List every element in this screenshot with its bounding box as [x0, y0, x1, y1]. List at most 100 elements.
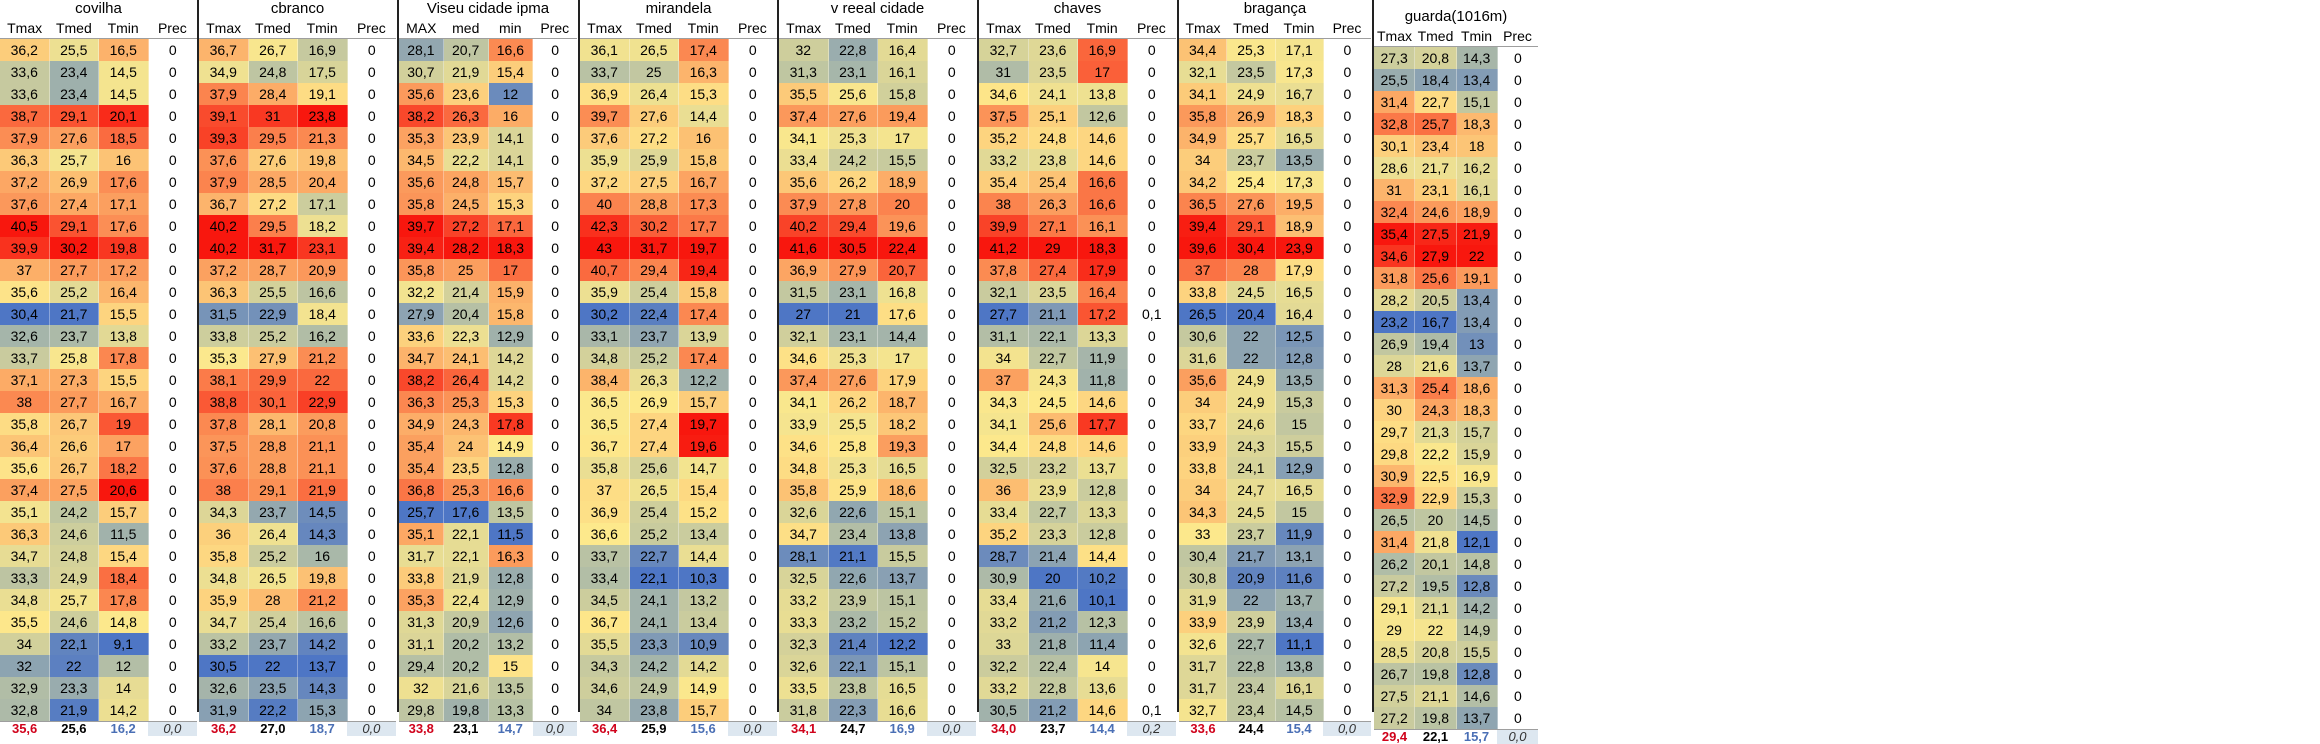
summary-cell: 15,7: [1463, 729, 1490, 744]
temp-cell: 29: [1028, 237, 1078, 259]
temp-cell: 21,1: [298, 435, 348, 457]
temp-cell: 17,9: [1078, 259, 1128, 281]
table-row: 33,2 23,8 14,6 0: [979, 149, 1176, 171]
prec-cell: 0: [1323, 193, 1371, 215]
temp-cell: 25,4: [629, 281, 679, 303]
temp-cell: 24,2: [828, 149, 878, 171]
temp-cell: 21: [828, 303, 878, 325]
prec-cell: 0: [1127, 501, 1176, 523]
prec-cell: 0: [927, 369, 976, 391]
prec-cell: 0: [1497, 201, 1538, 223]
temp-cell: 23,7: [49, 325, 99, 347]
prec-cell: 0: [148, 413, 197, 435]
temp-cell: 35,6: [1179, 369, 1228, 391]
temp-cell: 32: [0, 655, 50, 677]
prec-cell: 0: [533, 39, 577, 61]
table-row: 33,8 21,9 12,8 0: [399, 567, 577, 589]
temp-cell: 14,3: [1456, 47, 1498, 69]
temp-cell: 24,6: [1227, 413, 1276, 435]
prec-cell: 0: [1497, 311, 1538, 333]
prec-cell: 0: [148, 545, 197, 567]
temp-cell: 29,5: [248, 215, 298, 237]
temp-cell: 24,1: [443, 347, 489, 369]
temp-cell: 15,1: [1456, 91, 1498, 113]
table-row: 35,6 26,7 18,2 0: [0, 457, 197, 479]
temp-cell: 31,3: [1374, 377, 1416, 399]
temp-cell: 29,4: [828, 215, 878, 237]
temp-cell: 33,1: [580, 325, 630, 347]
temp-cell: 20: [1028, 567, 1078, 589]
temp-cell: 16,1: [1078, 215, 1128, 237]
temp-cell: 19,3: [878, 435, 928, 457]
prec-cell: 0: [148, 259, 197, 281]
temp-cell: 35,4: [1374, 223, 1416, 245]
table-row: 36,9 26,4 15,3 0: [580, 83, 777, 105]
temp-cell: 14,4: [1078, 545, 1128, 567]
temp-cell: 22,4: [878, 237, 928, 259]
temp-cell: 13,7: [1275, 589, 1324, 611]
column-header: Tmax: [1377, 28, 1412, 44]
temp-cell: 34,8: [199, 567, 249, 589]
prec-cell: 0: [728, 303, 777, 325]
temp-cell: 33,6: [0, 83, 50, 105]
table-row: 32,3 21,4 12,2 0: [779, 633, 976, 655]
temp-cell: 29,5: [248, 127, 298, 149]
temp-cell: 35,8: [399, 259, 444, 281]
prec-cell: 0: [1497, 377, 1538, 399]
temp-cell: 16,9: [1456, 465, 1498, 487]
temp-cell: 11,8: [1078, 369, 1128, 391]
prec-cell: 0: [347, 633, 396, 655]
station-title: chaves: [1053, 0, 1102, 17]
temp-cell: 26,2: [828, 391, 878, 413]
table-row: 30,6 22 12,5 0: [1179, 325, 1371, 347]
table-row: 34 22,7 11,9 0: [979, 347, 1176, 369]
temp-cell: 31,3: [779, 61, 829, 83]
table-row: 36,3 24,6 11,5 0: [0, 523, 197, 545]
table-row: 32,5 23,2 13,7 0: [979, 457, 1176, 479]
temp-cell: 13,8: [99, 325, 149, 347]
prec-cell: 0: [347, 83, 396, 105]
prec-cell: 0: [533, 567, 577, 589]
temp-cell: 35,2: [979, 523, 1029, 545]
prec-cell: 0: [1127, 611, 1176, 633]
temp-cell: 35,5: [779, 83, 829, 105]
temp-cell: 34,6: [779, 435, 829, 457]
table-row: 38,2 26,4 14,2 0: [399, 369, 577, 391]
prec-cell: 0: [1127, 457, 1176, 479]
temp-cell: 22,8: [1028, 677, 1078, 699]
prec-cell: 0: [533, 501, 577, 523]
summary-row: 36,4 25,9 15,6 0,0: [580, 721, 777, 736]
table-row: 36,4 26,6 17 0: [0, 435, 197, 457]
temp-cell: 14,2: [679, 655, 729, 677]
temp-cell: 21,4: [443, 281, 489, 303]
temp-cell: 28,2: [443, 237, 489, 259]
temp-cell: 25,3: [828, 347, 878, 369]
temp-cell: 26,3: [1028, 193, 1078, 215]
table-row: 39,9 27,1 16,1 0: [979, 215, 1176, 237]
temp-cell: 31,7: [399, 545, 444, 567]
prec-cell: 0: [728, 259, 777, 281]
temp-cell: 36: [979, 479, 1029, 501]
table-row: 38 29,1 21,9 0: [199, 479, 396, 501]
temp-cell: 16,6: [1078, 171, 1128, 193]
temp-cell: 27: [779, 303, 829, 325]
prec-cell: 0: [533, 369, 577, 391]
temp-cell: 21,2: [298, 347, 348, 369]
prec-cell: 0: [1127, 215, 1176, 237]
prec-cell: 0: [927, 61, 976, 83]
temp-cell: 12,9: [488, 589, 534, 611]
temp-cell: 27,2: [248, 193, 298, 215]
column-header: Tmax: [587, 20, 623, 36]
temp-cell: 19,5: [1275, 193, 1324, 215]
prec-cell: 0: [347, 545, 396, 567]
temp-cell: 26,9: [49, 171, 99, 193]
temp-cell: 10,9: [679, 633, 729, 655]
prec-cell: 0: [728, 193, 777, 215]
table-row: 31,9 22 13,7 0: [1179, 589, 1371, 611]
temp-cell: 14,4: [679, 545, 729, 567]
prec-cell: 0: [347, 457, 396, 479]
temp-cell: 27,4: [1028, 259, 1078, 281]
temp-cell: 17,6: [99, 171, 149, 193]
temp-cell: 13,6: [1078, 677, 1128, 699]
temp-cell: 25,4: [629, 501, 679, 523]
